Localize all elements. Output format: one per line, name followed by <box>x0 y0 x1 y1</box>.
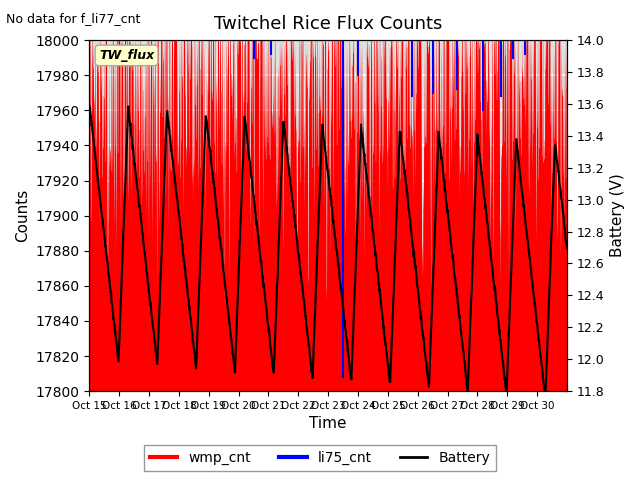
Legend: wmp_cnt, li75_cnt, Battery: wmp_cnt, li75_cnt, Battery <box>144 445 496 471</box>
X-axis label: Time: Time <box>309 417 347 432</box>
Text: No data for f_li77_cnt: No data for f_li77_cnt <box>6 12 141 25</box>
Text: TW_flux: TW_flux <box>99 49 154 62</box>
Y-axis label: Battery (V): Battery (V) <box>610 174 625 257</box>
Title: Twitchel Rice Flux Counts: Twitchel Rice Flux Counts <box>214 15 442 33</box>
Y-axis label: Counts: Counts <box>15 189 30 242</box>
